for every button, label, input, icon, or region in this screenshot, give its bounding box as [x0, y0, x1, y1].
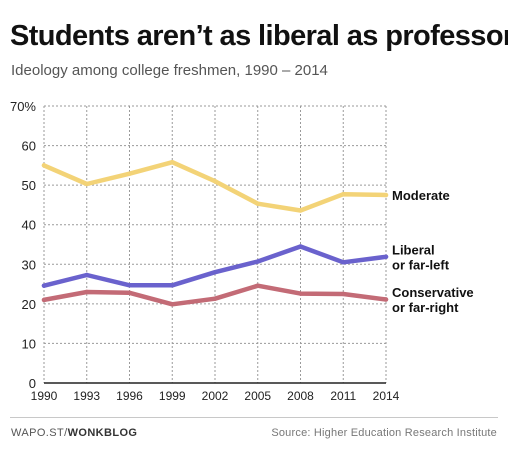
- data-point: [212, 270, 218, 275]
- y-tick-label: 10: [22, 336, 36, 351]
- series-label: Moderate: [392, 188, 450, 203]
- data-point: [127, 290, 132, 295]
- y-tick-label: 20: [22, 297, 36, 312]
- data-point: [84, 289, 89, 295]
- chart-axes: 0 10 20 30 40 50 60 70% 1990 1993 1996 1999 2002 2005…: [10, 99, 400, 403]
- data-point: [212, 178, 218, 184]
- data-point: [41, 297, 47, 303]
- series-label: or far-left: [392, 257, 450, 272]
- x-tick-label: 2014: [373, 389, 400, 403]
- data-point: [383, 192, 389, 198]
- data-point: [341, 260, 346, 265]
- footer-brand: WONKBLOG: [67, 427, 138, 439]
- data-point: [127, 171, 132, 176]
- x-tick-label: 2008: [287, 389, 314, 403]
- x-tick-label: 1996: [116, 389, 143, 403]
- series-label: Conservative: [392, 285, 474, 300]
- data-point: [298, 244, 303, 249]
- data-point: [341, 192, 346, 197]
- y-tick-label: 60: [22, 139, 36, 154]
- x-tick-label: 1993: [73, 389, 100, 403]
- footer-domain: WAPO.ST/: [11, 427, 68, 439]
- chart-series: [41, 159, 389, 307]
- y-tick-label: 0: [29, 376, 36, 391]
- data-point: [298, 208, 303, 213]
- data-point: [383, 254, 389, 259]
- y-tick-label: 50: [22, 178, 36, 193]
- data-point: [298, 291, 303, 296]
- data-point: [41, 283, 47, 288]
- chart-grid: [43, 105, 387, 383]
- data-point: [84, 272, 89, 278]
- y-tick-label: 30: [22, 257, 36, 272]
- series-label: Liberal: [392, 242, 435, 257]
- series-label: or far-right: [392, 300, 459, 315]
- data-point: [170, 159, 175, 165]
- data-point: [383, 297, 389, 302]
- data-point: [84, 181, 89, 187]
- x-tick-label: 2005: [244, 389, 271, 403]
- y-tick-label: 40: [22, 218, 36, 233]
- data-point: [170, 283, 175, 288]
- data-point: [212, 296, 218, 301]
- data-point: [255, 201, 260, 206]
- data-point: [170, 302, 175, 307]
- page-title: Students aren’t as liberal as professors: [10, 20, 508, 52]
- data-point: [255, 259, 260, 264]
- x-tick-label: 2011: [330, 389, 356, 403]
- data-point: [255, 283, 260, 288]
- footer-divider: [10, 417, 498, 418]
- x-tick-label: 2002: [202, 389, 229, 403]
- data-point: [41, 163, 47, 168]
- x-tick-label: 1999: [159, 389, 186, 403]
- footer-credit: WAPO.ST/WONKBLOG: [11, 427, 137, 439]
- data-point: [127, 283, 132, 288]
- footer-source: Source: Higher Education Research Instit…: [271, 427, 497, 439]
- page-subtitle: Ideology among college freshmen, 1990 – …: [11, 62, 328, 79]
- x-tick-label: 1990: [31, 389, 58, 403]
- y-tick-label: 70%: [10, 99, 36, 114]
- data-point: [341, 291, 346, 297]
